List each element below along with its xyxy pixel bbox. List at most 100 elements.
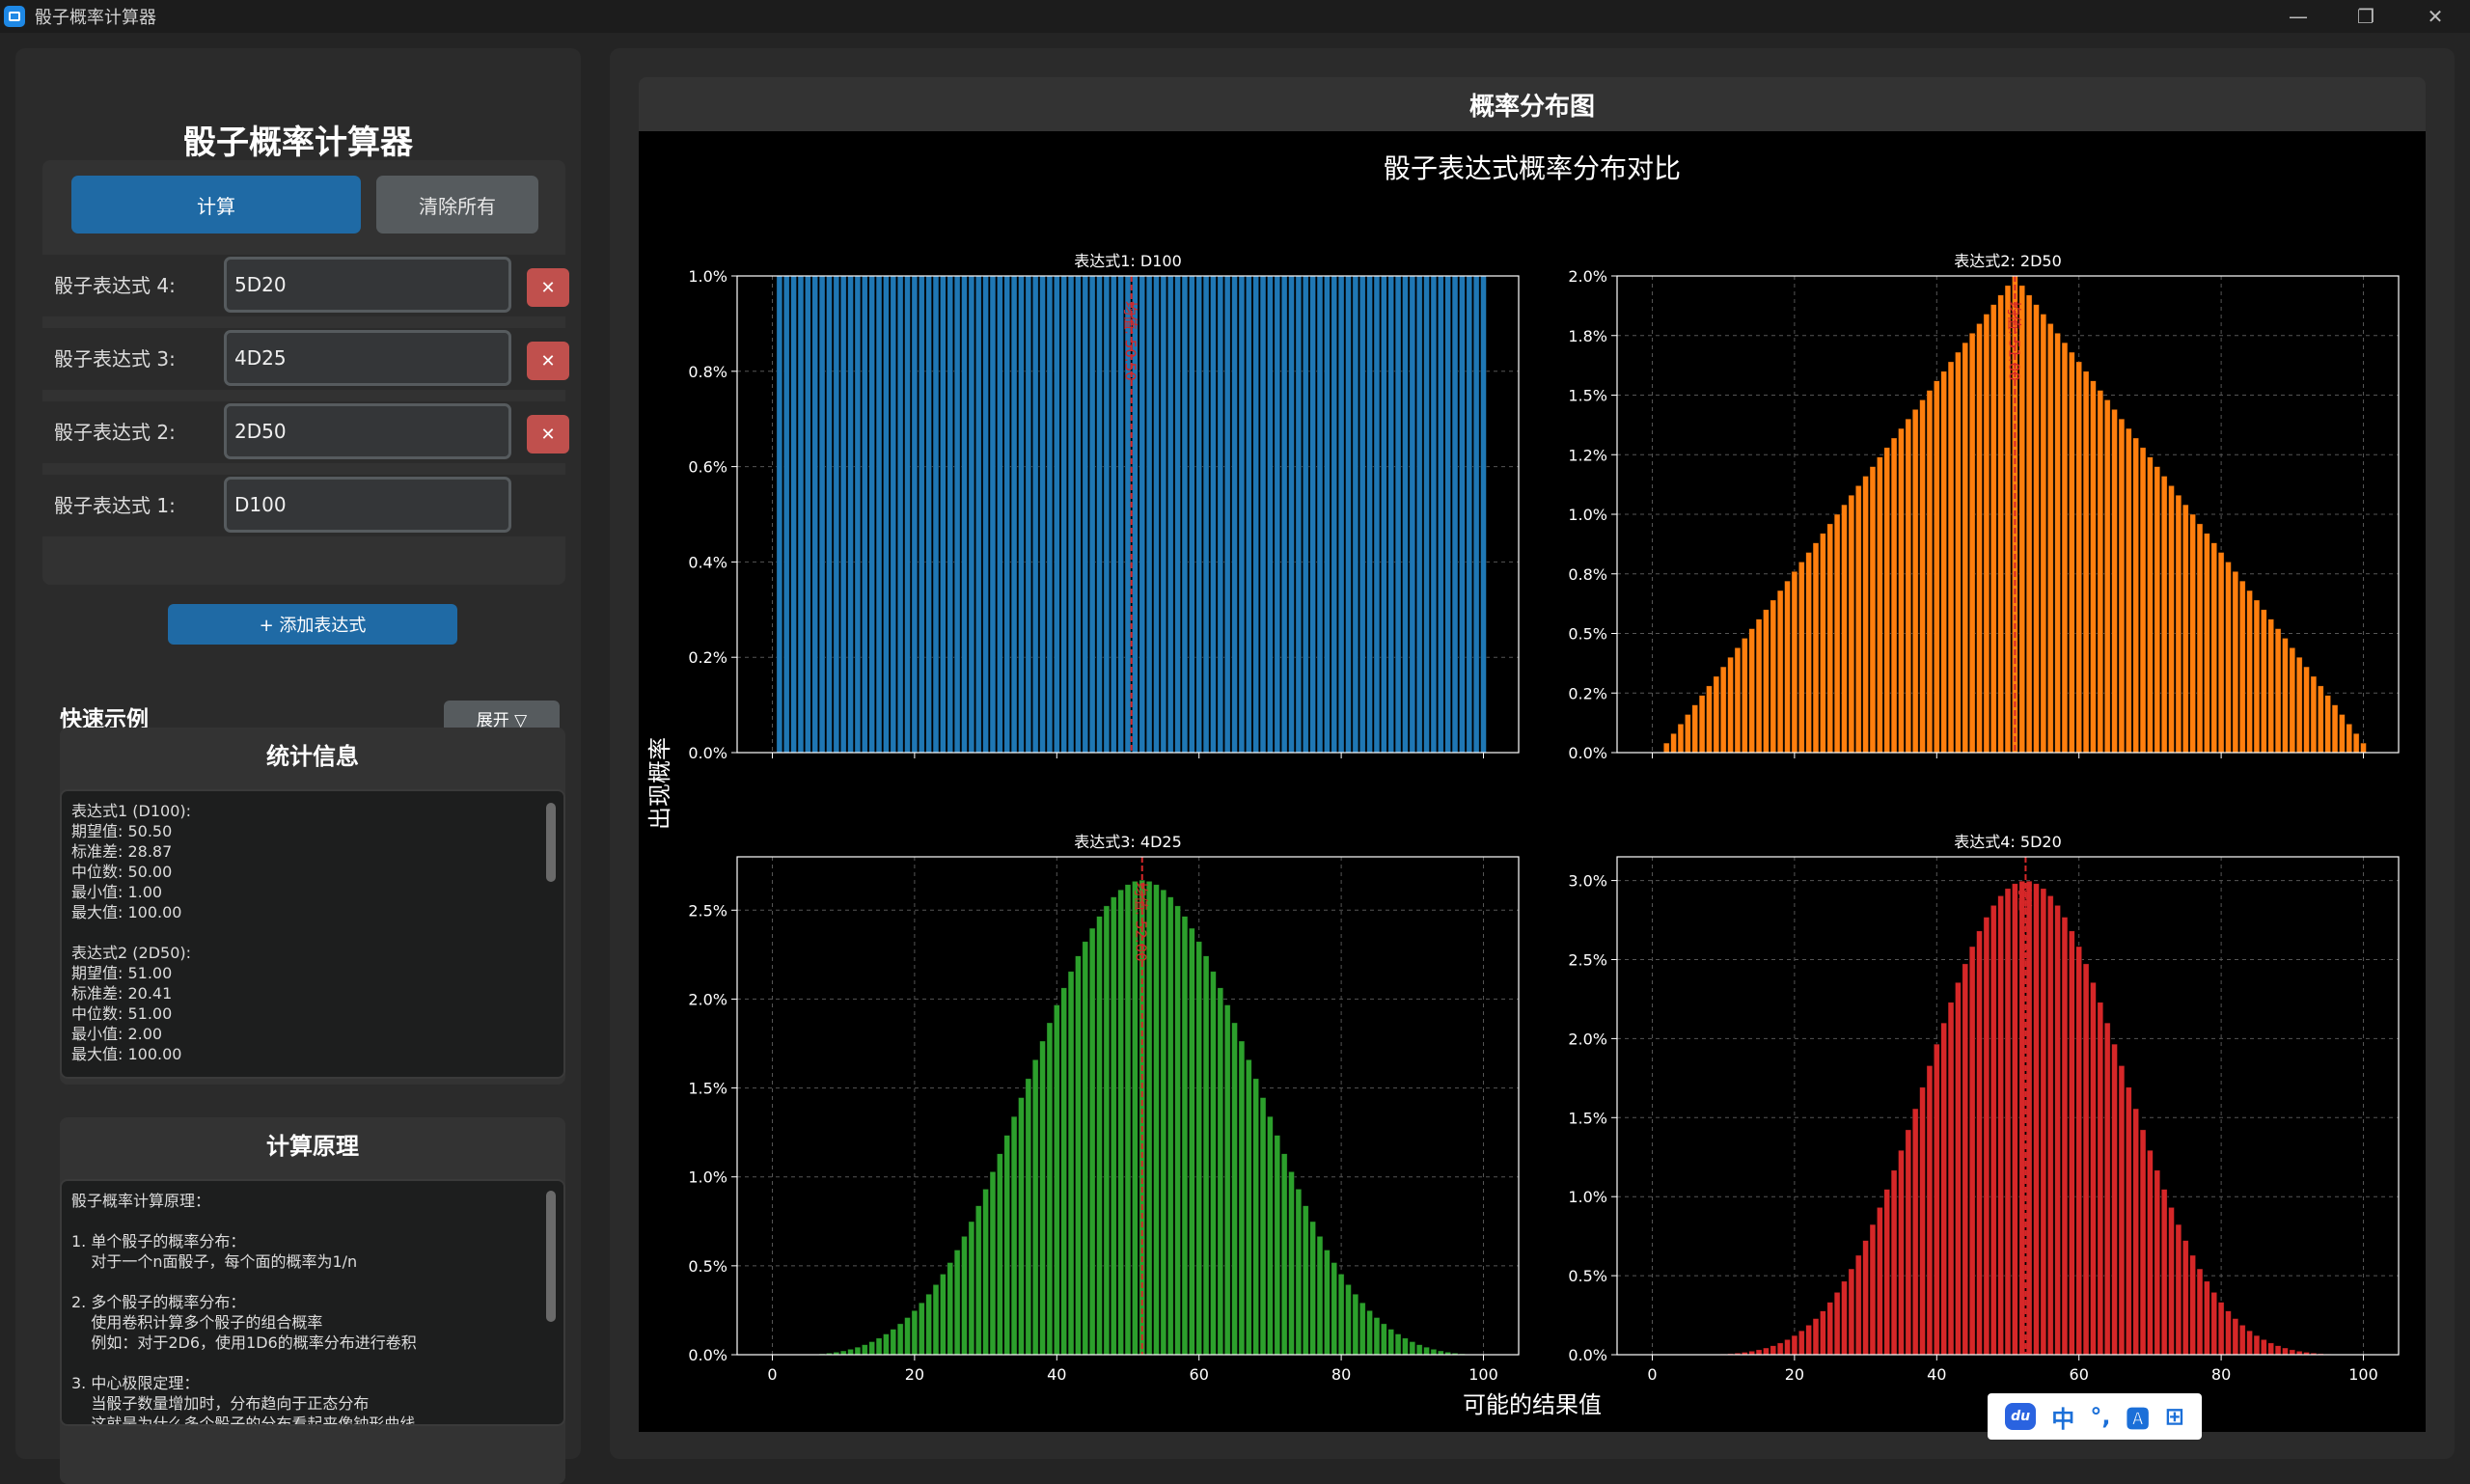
bar [2126, 1087, 2131, 1355]
bar [1431, 1349, 1437, 1355]
bar [1346, 276, 1352, 753]
bar [962, 276, 968, 753]
bar [969, 1222, 974, 1355]
bar [1267, 276, 1273, 753]
bar [2226, 562, 2232, 753]
bar [1388, 1330, 1394, 1355]
minimize-button[interactable]: — [2269, 0, 2327, 33]
bar [1167, 897, 1173, 1355]
bar [1663, 743, 1669, 753]
bar [1849, 495, 1854, 753]
app-icon [4, 6, 25, 27]
bar [2062, 918, 2068, 1355]
bar [862, 1345, 867, 1355]
bar [1920, 1087, 1926, 1355]
bar [1955, 352, 1961, 753]
ime-punctuation-mode[interactable]: °, [2090, 1403, 2110, 1430]
bar [1431, 276, 1437, 753]
window-title: 骰子概率计算器 [35, 4, 156, 29]
bar [1770, 1346, 1776, 1355]
bar [1125, 885, 1131, 1355]
delete-expression-2-button[interactable]: ✕ [527, 415, 569, 453]
bar [1253, 1079, 1259, 1355]
chart-panel-title: 概率分布图 [639, 77, 2426, 131]
baidu-ime-icon[interactable]: du [2005, 1403, 2036, 1430]
bar [891, 276, 896, 753]
bar [990, 1171, 996, 1355]
expression-row-3: 骰子表达式 3: ✕ [42, 328, 565, 390]
principle-scrollbar[interactable] [546, 1191, 556, 1322]
y-tick-label: 1.2% [1568, 446, 1607, 464]
bar [2169, 1207, 2175, 1355]
bar [2197, 524, 2203, 753]
bar [1040, 276, 1046, 753]
calculate-button[interactable]: 计算 [71, 176, 361, 234]
bar [1004, 276, 1010, 753]
y-tick-label: 2.0% [1568, 1030, 1607, 1048]
mean-label: 均值: 52.00 [1133, 882, 1150, 962]
bar [2239, 581, 2245, 753]
bar [2247, 591, 2253, 753]
window-titlebar: 骰子概率计算器 — ❐ ✕ [0, 0, 2470, 33]
bar [2140, 1130, 2146, 1355]
ime-grid-icon[interactable]: ⊞ [2165, 1403, 2184, 1430]
expression-input-4[interactable] [224, 257, 511, 313]
bar [826, 276, 832, 753]
delete-expression-3-button[interactable]: ✕ [527, 342, 569, 380]
ime-chinese-mode[interactable]: 中 [2051, 1400, 2074, 1434]
stats-textbox[interactable]: 表达式1 (D100): 期望值: 50.50 标准差: 28.87 中位数: … [60, 789, 565, 1079]
expression-input-3[interactable] [224, 330, 511, 386]
bar [1792, 571, 1798, 753]
bar [2047, 895, 2053, 1355]
chart-ylabel: 出现概率 [646, 737, 673, 830]
bar [1770, 600, 1776, 753]
bar [2083, 964, 2089, 1355]
bar [1934, 1044, 1939, 1355]
bar [855, 276, 861, 753]
bar [1891, 1170, 1897, 1355]
y-tick-label: 0.0% [1568, 744, 1607, 762]
y-tick-label: 1.0% [688, 267, 727, 286]
expression-input-2[interactable] [224, 403, 511, 459]
y-tick-label: 1.5% [688, 1080, 727, 1098]
bar [1381, 1324, 1386, 1355]
ime-toolbar[interactable]: du 中 °, 🅰 ⊞ [1988, 1393, 2202, 1440]
stats-title: 统计信息 [60, 728, 565, 785]
ime-skin-icon[interactable]: 🅰 [2127, 1400, 2150, 1434]
x-tick-label: 0 [1647, 1365, 1657, 1384]
panel-title: 表达式3: 4D25 [1074, 833, 1182, 851]
bar [1984, 918, 1990, 1355]
bar [1459, 276, 1465, 753]
bar [834, 276, 839, 753]
stats-scrollbar[interactable] [546, 803, 556, 882]
bar [1061, 988, 1067, 1355]
bar [1402, 276, 1408, 753]
bar [812, 276, 818, 753]
bar [1161, 276, 1166, 753]
bar [869, 276, 875, 753]
bar [2112, 1044, 2118, 1355]
bar [2090, 982, 2096, 1355]
bar [1906, 419, 1911, 753]
bar [905, 276, 911, 753]
bar [1224, 276, 1230, 753]
maximize-button[interactable]: ❐ [2337, 0, 2395, 33]
panel-title: 表达式4: 5D20 [1954, 833, 2062, 851]
bar [1699, 696, 1705, 753]
close-window-button[interactable]: ✕ [2406, 0, 2464, 33]
bar [1296, 276, 1302, 753]
bar [1068, 972, 1074, 1355]
bar [1083, 942, 1088, 1355]
clear-all-button[interactable]: 清除所有 [376, 176, 538, 234]
add-expression-button[interactable]: + 添加表达式 [168, 604, 457, 645]
bar [2304, 667, 2310, 753]
bar [1004, 1136, 1010, 1355]
chart-title: 骰子表达式概率分布对比 [1384, 152, 1681, 184]
delete-expression-4-button[interactable]: ✕ [527, 268, 569, 307]
bar [2254, 1335, 2260, 1355]
bar [1438, 276, 1443, 753]
principle-textbox[interactable]: 骰子概率计算原理： 1. 单个骰子的概率分布： 对于一个n面骰子，每个面的概率为… [60, 1179, 565, 1426]
bar [954, 1250, 960, 1355]
bar [2062, 343, 2068, 753]
expression-input-1[interactable] [224, 477, 511, 533]
